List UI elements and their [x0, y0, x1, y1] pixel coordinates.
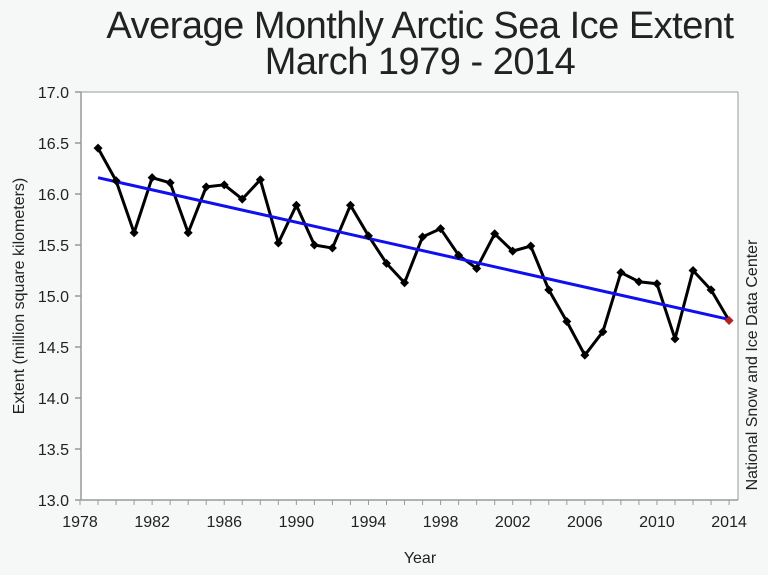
- data-point: [111, 176, 121, 186]
- data-point: [544, 285, 554, 295]
- x-tick-label: 1986: [206, 514, 242, 531]
- chart-subtitle: March 1979 - 2014: [264, 41, 576, 83]
- y-tick-label: 17.0: [38, 85, 69, 102]
- data-point: [363, 231, 373, 241]
- data-point-latest: [724, 315, 734, 325]
- x-tick-label: 1978: [62, 514, 98, 531]
- data-point: [562, 317, 572, 326]
- x-tick-label: 1994: [351, 514, 387, 531]
- data-point: [400, 278, 410, 288]
- y-tick-label: 13.0: [38, 493, 69, 510]
- data-point: [291, 200, 301, 210]
- data-point: [327, 243, 337, 253]
- data-point: [183, 228, 193, 238]
- series-line-march-extent: [96, 147, 731, 357]
- chart-title: Average Monthly Arctic Sea Ice Extent: [106, 5, 734, 47]
- data-point: [508, 246, 518, 256]
- y-tick-label: 14.5: [38, 340, 69, 357]
- data-point: [219, 180, 229, 190]
- data-point: [255, 175, 265, 185]
- y-tick-label: 13.5: [38, 442, 69, 459]
- x-tick-label: 2006: [567, 514, 603, 531]
- data-point: [273, 238, 283, 248]
- data-point: [652, 279, 662, 289]
- data-point: [634, 277, 644, 287]
- data-point: [382, 258, 392, 268]
- chart-title-block: Average Monthly Arctic Sea Ice Extent Ma…: [0, 5, 768, 83]
- data-point: [616, 268, 626, 278]
- data-point: [309, 240, 319, 250]
- data-point: [165, 178, 175, 188]
- trend-line: [97, 176, 730, 321]
- data-point: [345, 200, 355, 210]
- source-credit: National Snow and Ice Data Center: [744, 239, 761, 490]
- x-tick-label: 2010: [639, 514, 675, 531]
- data-point: [670, 334, 680, 344]
- data-point: [454, 250, 464, 260]
- y-tick-label: 16.0: [38, 187, 69, 204]
- data-point: [436, 224, 446, 234]
- y-tick-label: 15.5: [38, 238, 69, 255]
- data-point: [147, 173, 157, 183]
- data-point: [93, 143, 103, 153]
- y-tick-label: 16.5: [38, 136, 69, 153]
- data-point: [580, 350, 590, 360]
- plot-area: [81, 92, 738, 500]
- x-tick-label: 2014: [711, 514, 747, 531]
- x-tick-label: 1998: [423, 514, 459, 531]
- data-point: [598, 327, 608, 337]
- data-point: [418, 232, 428, 242]
- data-point: [706, 285, 716, 295]
- data-point: [490, 229, 500, 239]
- y-tick-label: 14.0: [38, 391, 69, 408]
- data-point: [688, 266, 698, 275]
- x-tick-label: 2002: [495, 514, 531, 531]
- x-axis-label: Year: [404, 550, 437, 567]
- data-point: [129, 228, 139, 238]
- data-point: [201, 182, 211, 192]
- x-tick-label: 1990: [279, 514, 315, 531]
- data-point: [237, 194, 247, 204]
- y-tick-label: 15.0: [38, 289, 69, 306]
- y-axis-label: Extent (million square kilometers): [11, 178, 28, 415]
- data-point: [526, 241, 536, 251]
- x-tick-label: 1982: [134, 514, 170, 531]
- data-point: [472, 263, 482, 273]
